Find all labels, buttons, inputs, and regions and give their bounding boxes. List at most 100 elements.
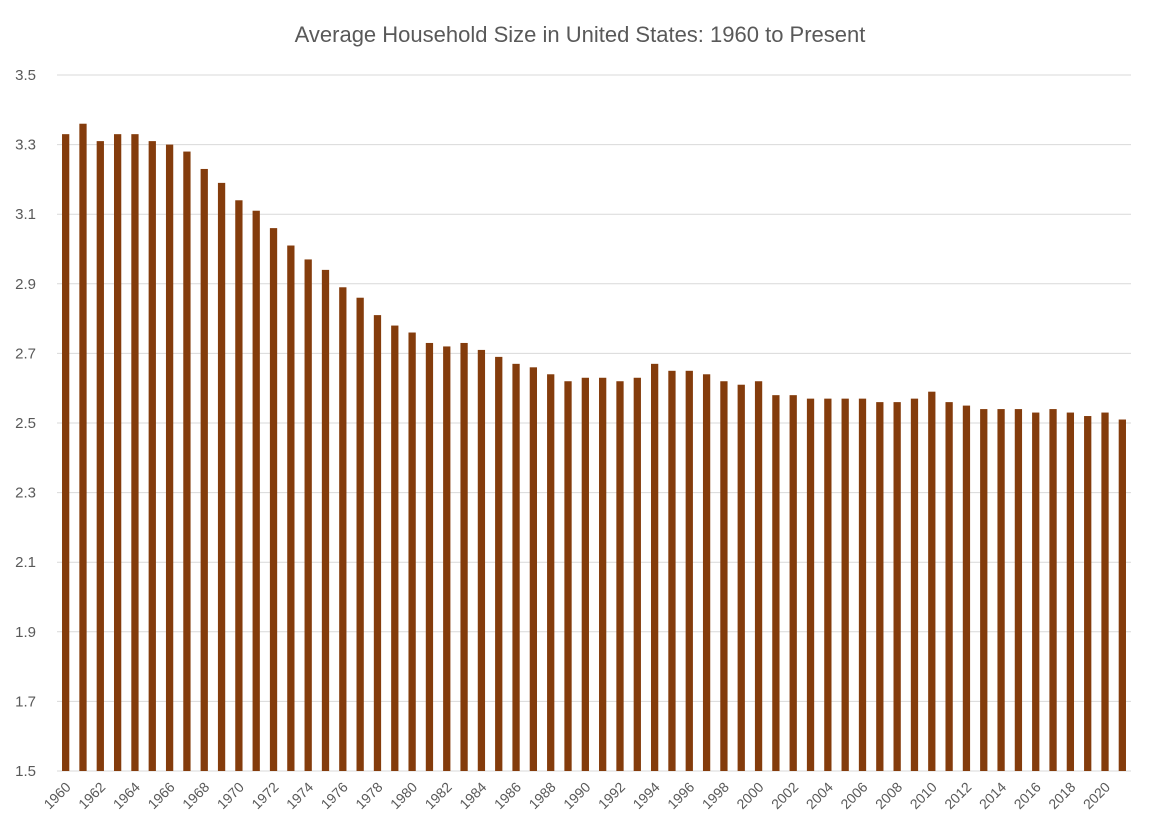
x-tick-label: 1998 [699, 779, 732, 812]
x-tick-label: 1996 [664, 779, 697, 812]
x-tick-label: 1978 [352, 779, 385, 812]
bar-1985 [495, 356, 503, 771]
bar-1986 [512, 363, 520, 771]
y-tick-label: 2.3 [15, 485, 36, 502]
chart-title: Average Household Size in United States:… [295, 22, 866, 47]
bar-1965 [148, 141, 156, 771]
bar-1968 [200, 168, 208, 771]
bar-2003 [806, 398, 815, 771]
x-tick-label: 1982 [422, 779, 455, 812]
bar-1993 [633, 377, 641, 771]
x-tick-label: 1974 [283, 779, 316, 812]
bar-1978 [373, 315, 382, 771]
x-tick-label: 1972 [248, 779, 281, 812]
bar-1976 [339, 287, 347, 771]
bar-1994 [650, 363, 659, 771]
x-tick-label: 2006 [837, 779, 870, 812]
y-tick-label: 2.7 [15, 345, 36, 362]
bar-2011 [945, 402, 953, 771]
bar-1990 [581, 377, 589, 771]
bar-1964 [131, 134, 139, 771]
bar-1977 [356, 297, 364, 771]
x-tick-label: 2012 [941, 779, 974, 812]
bar-1971 [252, 210, 260, 772]
bar-2012 [962, 405, 971, 771]
x-tick-label: 2010 [907, 779, 940, 812]
y-tick-label: 2.5 [15, 415, 36, 432]
bar-1967 [183, 151, 191, 771]
bar-2009 [910, 398, 919, 771]
bar-1973 [287, 245, 295, 771]
y-tick-label: 1.7 [15, 693, 36, 710]
bar-1983 [460, 342, 468, 771]
bar-1974 [304, 259, 312, 771]
y-axis-tick-labels: 3.5 3.3 3.1 2.9 2.7 2.5 2.3 2.1 1.9 1.7 1.5 [15, 67, 36, 780]
bar-2017 [1049, 409, 1057, 771]
bar-1963 [113, 134, 122, 771]
bar-1987 [529, 367, 538, 771]
bars [62, 123, 1126, 772]
x-tick-label: 2018 [1045, 779, 1078, 812]
bar-2010 [928, 391, 936, 771]
bar-1975 [321, 269, 330, 771]
bar-2006 [858, 398, 867, 771]
bar-2005 [841, 398, 849, 771]
bar-2007 [876, 402, 884, 771]
y-tick-label: 1.9 [15, 624, 36, 641]
bar-1984 [477, 349, 486, 771]
x-axis-tick-labels: 1960 1962 1964 1966 1968 1970 1972 1974 1976 1978… [40, 779, 1113, 812]
bar-1982 [443, 346, 451, 771]
x-tick-label: 1968 [179, 779, 212, 812]
bar-1989 [564, 381, 572, 771]
x-tick-label: 1994 [629, 779, 662, 812]
bar-1996 [685, 370, 693, 771]
x-tick-label: 1960 [40, 779, 73, 812]
bar-1991 [599, 377, 607, 771]
x-tick-label: 1988 [525, 779, 558, 812]
bar-1998 [720, 381, 728, 771]
bar-1981 [425, 342, 434, 771]
bar-2021 [1118, 419, 1126, 771]
x-tick-label: 1966 [144, 779, 177, 812]
x-tick-label: 1992 [595, 779, 628, 812]
bar-1995 [668, 370, 676, 771]
bar-1980 [408, 332, 416, 771]
bar-1979 [391, 325, 399, 771]
bar-1972 [269, 228, 278, 771]
bar-2001 [772, 395, 780, 771]
bar-1961 [79, 123, 87, 772]
bar-1999 [737, 384, 745, 771]
y-tick-label: 3.5 [15, 67, 36, 84]
bar-1970 [235, 200, 243, 771]
bar-2013 [980, 409, 988, 771]
x-tick-label: 2000 [733, 779, 766, 812]
bar-2000 [754, 381, 763, 771]
y-tick-label: 2.1 [15, 554, 36, 571]
bar-2015 [1014, 409, 1023, 771]
bar-1960 [62, 134, 70, 771]
bar-2019 [1084, 416, 1092, 771]
x-tick-label: 1990 [560, 779, 593, 812]
x-tick-label: 2002 [768, 779, 801, 812]
x-tick-label: 1986 [491, 779, 524, 812]
bar-2016 [1032, 412, 1040, 771]
y-tick-label: 3.3 [15, 137, 36, 154]
bar-1988 [547, 374, 555, 771]
bar-2020 [1101, 412, 1109, 771]
y-tick-label: 1.5 [15, 763, 36, 780]
x-tick-label: 1976 [318, 779, 351, 812]
bar-2008 [893, 402, 901, 771]
y-tick-label: 3.1 [15, 206, 36, 223]
bar-1962 [96, 141, 104, 771]
bar-2004 [824, 398, 832, 771]
x-tick-label: 1962 [75, 779, 108, 812]
x-tick-label: 2008 [872, 779, 905, 812]
x-tick-label: 2014 [976, 779, 1009, 812]
x-tick-label: 1980 [387, 779, 420, 812]
bar-2018 [1066, 412, 1075, 771]
x-tick-label: 2020 [1080, 779, 1113, 812]
bar-2002 [789, 395, 797, 771]
bar-2014 [997, 409, 1005, 771]
x-tick-label: 2016 [1011, 779, 1044, 812]
